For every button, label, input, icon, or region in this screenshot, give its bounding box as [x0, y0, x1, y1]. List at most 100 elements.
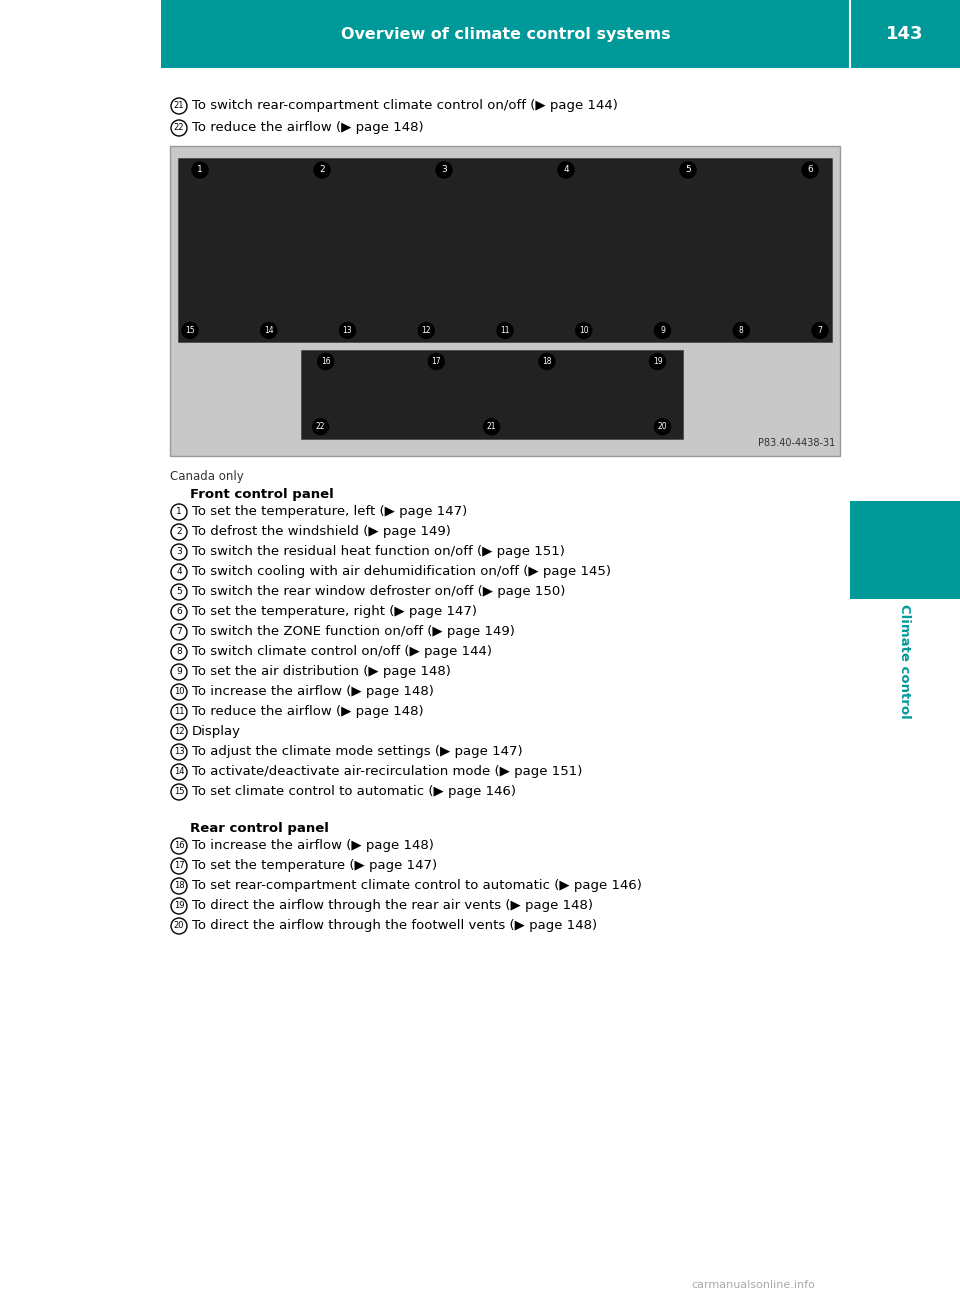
- Circle shape: [576, 323, 591, 339]
- Text: 10: 10: [174, 687, 184, 697]
- Circle shape: [484, 419, 499, 435]
- Text: 21: 21: [174, 102, 184, 111]
- Text: 11: 11: [500, 326, 510, 335]
- Text: 18: 18: [174, 881, 184, 891]
- FancyBboxPatch shape: [178, 158, 832, 342]
- Circle shape: [558, 161, 574, 178]
- Text: Rear control panel: Rear control panel: [190, 822, 329, 835]
- Circle shape: [428, 353, 444, 370]
- Text: carmanualsonline.info: carmanualsonline.info: [691, 1280, 815, 1290]
- Text: To set the temperature, left (▶ page 147): To set the temperature, left (▶ page 147…: [192, 505, 468, 518]
- Text: To reduce the airflow (▶ page 148): To reduce the airflow (▶ page 148): [192, 121, 423, 134]
- Text: 5: 5: [176, 587, 181, 596]
- Text: 13: 13: [174, 747, 184, 756]
- Text: 5: 5: [685, 165, 691, 174]
- Circle shape: [340, 323, 355, 339]
- Text: 7: 7: [176, 628, 181, 637]
- Circle shape: [419, 323, 434, 339]
- Circle shape: [318, 353, 334, 370]
- Text: To activate/deactivate air-recirculation mode (▶ page 151): To activate/deactivate air-recirculation…: [192, 766, 583, 779]
- Text: 19: 19: [174, 901, 184, 910]
- Circle shape: [655, 419, 670, 435]
- Text: To reduce the airflow (▶ page 148): To reduce the airflow (▶ page 148): [192, 706, 423, 719]
- Circle shape: [192, 161, 208, 178]
- FancyBboxPatch shape: [850, 501, 960, 599]
- Circle shape: [733, 323, 749, 339]
- Text: 14: 14: [264, 326, 274, 335]
- Text: 12: 12: [174, 728, 184, 737]
- Text: 22: 22: [174, 124, 184, 133]
- Text: To set rear-compartment climate control to automatic (▶ page 146): To set rear-compartment climate control …: [192, 879, 642, 892]
- Text: Canada only: Canada only: [170, 470, 244, 483]
- Text: 22: 22: [316, 422, 325, 431]
- Text: 2: 2: [319, 165, 324, 174]
- Text: To switch the rear window defroster on/off (▶ page 150): To switch the rear window defroster on/o…: [192, 586, 565, 599]
- Text: To set the temperature, right (▶ page 147): To set the temperature, right (▶ page 14…: [192, 605, 477, 618]
- Text: 2: 2: [177, 527, 181, 536]
- Text: 16: 16: [174, 841, 184, 850]
- Circle shape: [655, 323, 670, 339]
- Circle shape: [314, 161, 330, 178]
- Text: 9: 9: [176, 668, 181, 677]
- Circle shape: [539, 353, 555, 370]
- Text: 143: 143: [886, 25, 924, 43]
- FancyBboxPatch shape: [850, 0, 960, 68]
- Circle shape: [261, 323, 276, 339]
- Text: 3: 3: [176, 548, 181, 556]
- Text: 8: 8: [176, 647, 181, 656]
- Circle shape: [436, 161, 452, 178]
- Text: 17: 17: [431, 357, 441, 366]
- Text: 8: 8: [739, 326, 744, 335]
- Text: 1: 1: [176, 508, 181, 517]
- Circle shape: [497, 323, 513, 339]
- Text: 6: 6: [176, 608, 181, 617]
- Text: 20: 20: [174, 922, 184, 931]
- Text: To increase the airflow (▶ page 148): To increase the airflow (▶ page 148): [192, 840, 434, 853]
- Text: Climate control: Climate control: [899, 604, 911, 719]
- Text: 20: 20: [658, 422, 667, 431]
- Text: To defrost the windshield (▶ page 149): To defrost the windshield (▶ page 149): [192, 526, 451, 539]
- Text: 11: 11: [174, 707, 184, 716]
- Text: 15: 15: [185, 326, 195, 335]
- Text: To switch rear-compartment climate control on/off (▶ page 144): To switch rear-compartment climate contr…: [192, 99, 618, 112]
- Text: 9: 9: [660, 326, 665, 335]
- Circle shape: [802, 161, 818, 178]
- Text: To set the temperature (▶ page 147): To set the temperature (▶ page 147): [192, 859, 437, 872]
- Text: 17: 17: [174, 862, 184, 871]
- Circle shape: [680, 161, 696, 178]
- Text: To switch climate control on/off (▶ page 144): To switch climate control on/off (▶ page…: [192, 646, 492, 659]
- Text: 18: 18: [542, 357, 552, 366]
- FancyBboxPatch shape: [161, 0, 850, 68]
- Text: P83.40-4438-31: P83.40-4438-31: [757, 437, 835, 448]
- Circle shape: [182, 323, 198, 339]
- Text: 7: 7: [818, 326, 823, 335]
- Text: To direct the airflow through the footwell vents (▶ page 148): To direct the airflow through the footwe…: [192, 919, 597, 932]
- Text: 3: 3: [442, 165, 446, 174]
- Text: 15: 15: [174, 788, 184, 797]
- Text: 19: 19: [653, 357, 662, 366]
- FancyBboxPatch shape: [300, 350, 683, 439]
- Text: 6: 6: [807, 165, 813, 174]
- Text: 16: 16: [321, 357, 330, 366]
- Text: 21: 21: [487, 422, 496, 431]
- Text: 10: 10: [579, 326, 588, 335]
- Text: Display: Display: [192, 725, 241, 738]
- Text: Overview of climate control systems: Overview of climate control systems: [341, 26, 670, 42]
- Text: To switch cooling with air dehumidification on/off (▶ page 145): To switch cooling with air dehumidificat…: [192, 565, 611, 578]
- FancyBboxPatch shape: [170, 146, 840, 456]
- Text: 12: 12: [421, 326, 431, 335]
- Text: To switch the ZONE function on/off (▶ page 149): To switch the ZONE function on/off (▶ pa…: [192, 625, 515, 638]
- Text: To increase the airflow (▶ page 148): To increase the airflow (▶ page 148): [192, 685, 434, 698]
- Circle shape: [650, 353, 665, 370]
- Text: 4: 4: [564, 165, 569, 174]
- Circle shape: [313, 419, 328, 435]
- Text: 14: 14: [174, 767, 184, 776]
- Text: To switch the residual heat function on/off (▶ page 151): To switch the residual heat function on/…: [192, 546, 564, 559]
- Text: To set climate control to automatic (▶ page 146): To set climate control to automatic (▶ p…: [192, 785, 516, 798]
- Text: Front control panel: Front control panel: [190, 488, 334, 501]
- Circle shape: [812, 323, 828, 339]
- Text: To set the air distribution (▶ page 148): To set the air distribution (▶ page 148): [192, 665, 451, 678]
- Text: 4: 4: [177, 568, 181, 577]
- Text: 1: 1: [197, 165, 203, 174]
- Text: To direct the airflow through the rear air vents (▶ page 148): To direct the airflow through the rear a…: [192, 900, 593, 913]
